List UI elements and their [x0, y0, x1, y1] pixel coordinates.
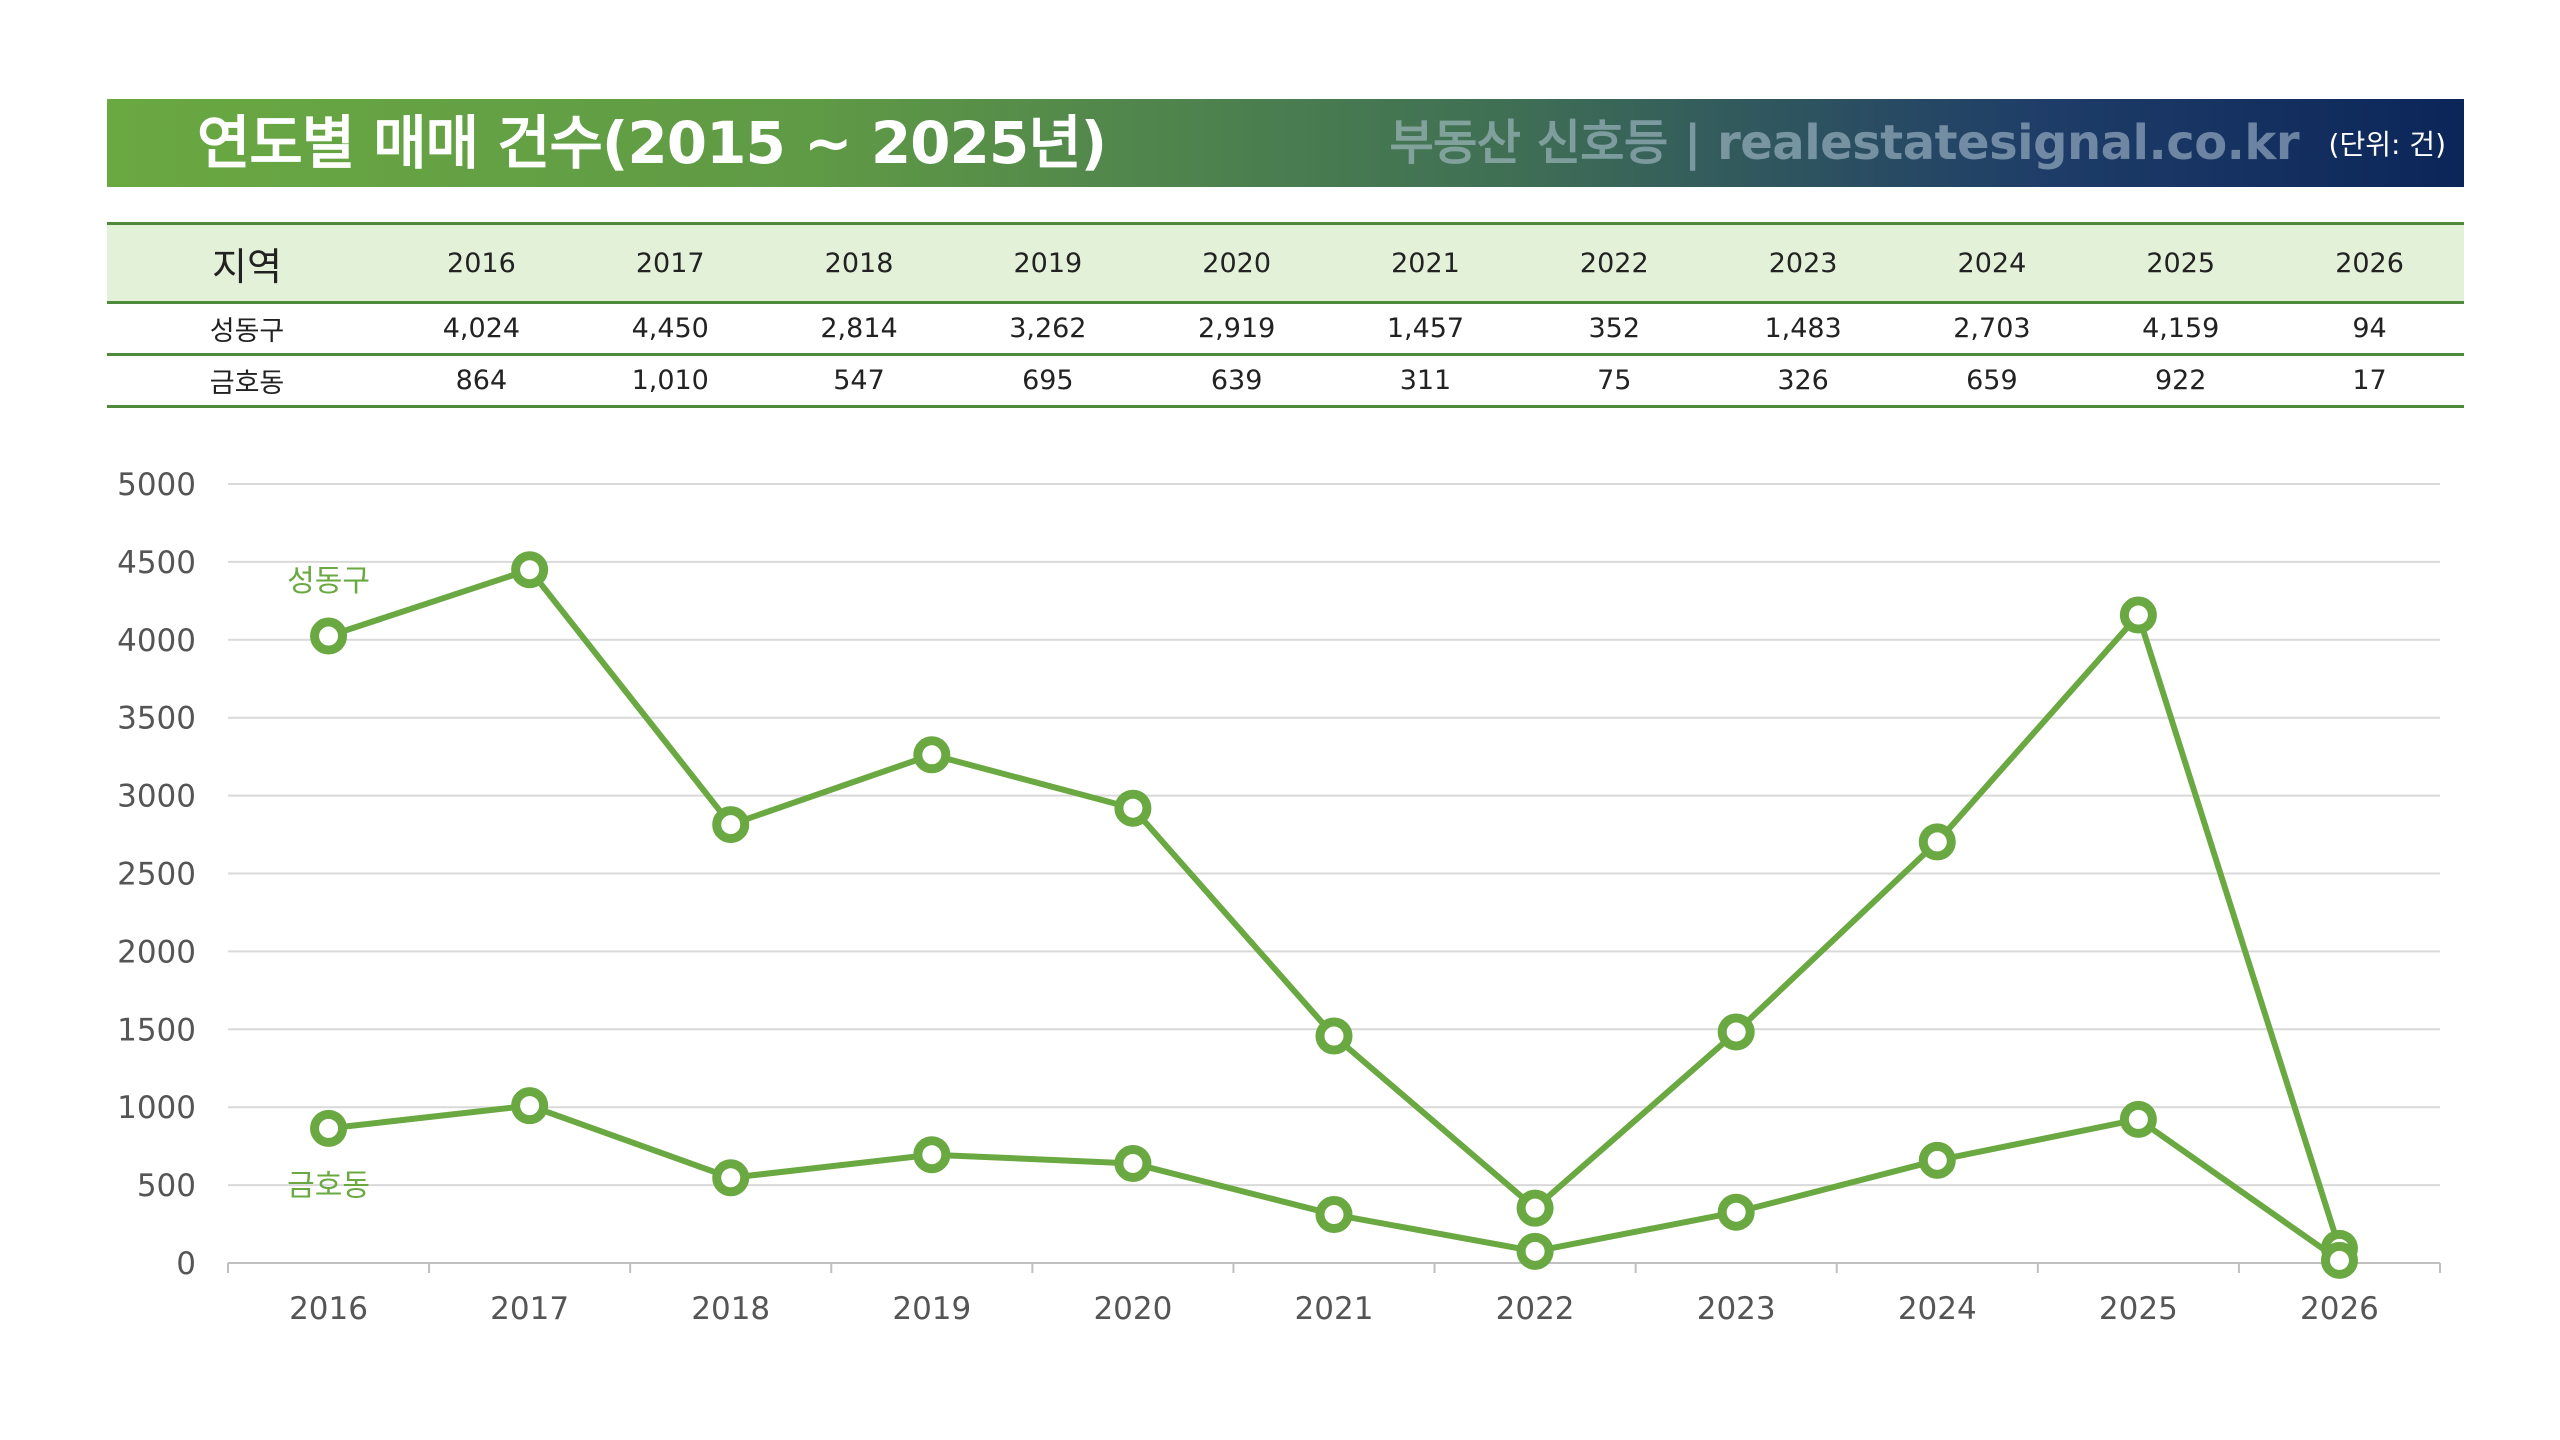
series-1-point — [1114, 1144, 1152, 1182]
value-cell: 659 — [1897, 354, 2087, 408]
series-0-point — [1717, 1013, 1755, 1051]
x-tick-label: 2017 — [490, 1291, 569, 1327]
series-0-point — [511, 551, 549, 589]
series-0-point — [310, 617, 348, 655]
series-1-point — [712, 1159, 750, 1197]
x-tick-label: 2016 — [289, 1291, 368, 1327]
x-tick-label: 2018 — [691, 1291, 770, 1327]
value-cell: 311 — [1331, 354, 1520, 408]
series-1-point — [1717, 1193, 1755, 1231]
year-header: 2020 — [1142, 222, 1332, 304]
year-header: 2021 — [1331, 222, 1520, 304]
value-cell: 17 — [2275, 354, 2464, 408]
title-banner: 연도별 매매 건수(2015 ~ 2025년) 부동산 신호등 | reales… — [107, 99, 2464, 187]
value-cell: 2,814 — [764, 302, 954, 356]
year-header: 2019 — [953, 222, 1143, 304]
x-tick-label: 2025 — [2099, 1291, 2178, 1327]
value-cell: 4,450 — [575, 302, 765, 356]
value-cell: 94 — [2275, 302, 2464, 356]
page-title: 연도별 매매 건수(2015 ~ 2025년) — [197, 109, 1107, 177]
x-tick-label: 2020 — [1093, 1291, 1172, 1327]
series-1-point — [1516, 1232, 1554, 1270]
value-cell: 326 — [1708, 354, 1898, 408]
value-cell: 922 — [2086, 354, 2276, 408]
series-1-point — [2320, 1241, 2358, 1279]
value-cell: 4,024 — [387, 302, 576, 356]
data-table: 지역 2016 2017 2018 2019 2020 2021 2022 20… — [107, 222, 2464, 408]
year-header: 2023 — [1708, 222, 1898, 304]
value-cell: 352 — [1519, 302, 1709, 356]
series-0-point — [1114, 789, 1152, 827]
y-tick-label: 2000 — [117, 934, 196, 970]
value-cell: 864 — [387, 354, 576, 408]
y-tick-label: 5000 — [117, 467, 196, 503]
series-label: 성동구 — [287, 564, 370, 599]
y-tick-label: 1000 — [117, 1090, 196, 1126]
year-header: 2018 — [764, 222, 954, 304]
x-tick-label: 2023 — [1697, 1291, 1776, 1327]
x-tick-label: 2019 — [892, 1291, 971, 1327]
year-header: 2024 — [1897, 222, 2087, 304]
year-header: 2026 — [2275, 222, 2464, 304]
y-tick-label: 4000 — [117, 623, 196, 659]
region-cell: 성동구 — [107, 302, 387, 356]
year-header: 2017 — [575, 222, 765, 304]
y-tick-label: 3000 — [117, 779, 196, 815]
value-cell: 3,262 — [953, 302, 1143, 356]
value-cell: 75 — [1519, 354, 1709, 408]
series-0-point — [1918, 823, 1956, 861]
series-1-point — [310, 1109, 348, 1147]
unit-label: (단위: 건) — [2328, 128, 2446, 161]
series-0-point — [1315, 1017, 1353, 1055]
year-header: 2025 — [2086, 222, 2276, 304]
value-cell: 2,919 — [1142, 302, 1332, 356]
region-header: 지역 — [107, 222, 387, 304]
x-tick-label: 2026 — [2300, 1291, 2379, 1327]
y-tick-label: 500 — [137, 1168, 196, 1204]
site-watermark: 부동산 신호등 | realestatesignal.co.kr — [1389, 115, 2299, 171]
series-1-point — [1918, 1141, 1956, 1179]
series-label: 금호동 — [287, 1168, 370, 1203]
series-1-point — [2119, 1100, 2157, 1138]
value-cell: 2,703 — [1897, 302, 2087, 356]
x-tick-label: 2022 — [1496, 1291, 1575, 1327]
y-tick-label: 2500 — [117, 857, 196, 893]
series-0-point — [913, 736, 951, 774]
table-header-row: 지역 2016 2017 2018 2019 2020 2021 2022 20… — [107, 222, 2464, 304]
y-tick-label: 3500 — [117, 701, 196, 737]
region-cell: 금호동 — [107, 354, 387, 408]
value-cell: 547 — [764, 354, 954, 408]
y-tick-label: 1500 — [117, 1012, 196, 1048]
value-cell: 1,457 — [1331, 302, 1520, 356]
series-1-point — [511, 1087, 549, 1125]
series-1-point — [913, 1136, 951, 1174]
value-cell: 4,159 — [2086, 302, 2276, 356]
value-cell: 1,483 — [1708, 302, 1898, 356]
series-line-1 — [328, 1102, 2342, 1263]
series-0-point — [1516, 1189, 1554, 1227]
series-line-0 — [327, 566, 2343, 1250]
table-row: 성동구 4,024 4,450 2,814 3,262 2,919 1,457 … — [107, 302, 2464, 356]
series-1-point — [1315, 1196, 1353, 1234]
x-tick-label: 2024 — [1898, 1291, 1977, 1327]
series-0-point — [2119, 596, 2157, 634]
value-cell: 639 — [1142, 354, 1332, 408]
y-tick-label: 4500 — [117, 545, 196, 581]
value-cell: 1,010 — [575, 354, 765, 408]
series-0-point — [712, 806, 750, 844]
y-tick-label: 0 — [176, 1246, 196, 1282]
table-row: 금호동 864 1,010 547 695 639 311 75 326 659… — [107, 354, 2464, 408]
year-header: 2022 — [1519, 222, 1709, 304]
value-cell: 695 — [953, 354, 1143, 408]
year-header: 2016 — [387, 222, 576, 304]
x-tick-label: 2021 — [1295, 1291, 1374, 1327]
